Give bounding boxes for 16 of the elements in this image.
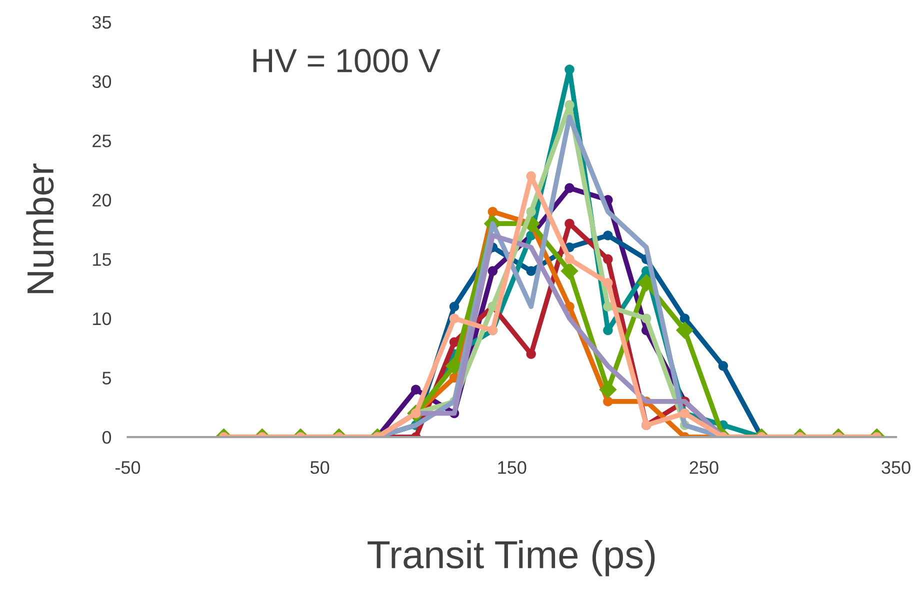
y-axis-title: Number (26, 163, 54, 294)
y-tick-label: 35 (92, 16, 112, 29)
x-tick-label: 350 (882, 461, 910, 474)
x-tick-label: 150 (498, 461, 526, 474)
y-tick-label: 25 (92, 134, 112, 148)
y-tick-label: 10 (93, 312, 112, 326)
x-axis-title: Transit Time (ps) (368, 540, 655, 576)
x-tick-label: -50 (115, 461, 140, 474)
y-tick-label: 5 (102, 372, 112, 384)
y-tick-label: 0 (102, 430, 112, 444)
x-tick-label: 250 (690, 461, 718, 474)
x-tick-label: 50 (310, 461, 330, 474)
y-tick-label: 20 (92, 194, 112, 207)
y-tick-label: 30 (92, 75, 112, 88)
text: HV = 1000 V (253, 48, 440, 72)
y-tick-label: 15 (93, 253, 112, 266)
